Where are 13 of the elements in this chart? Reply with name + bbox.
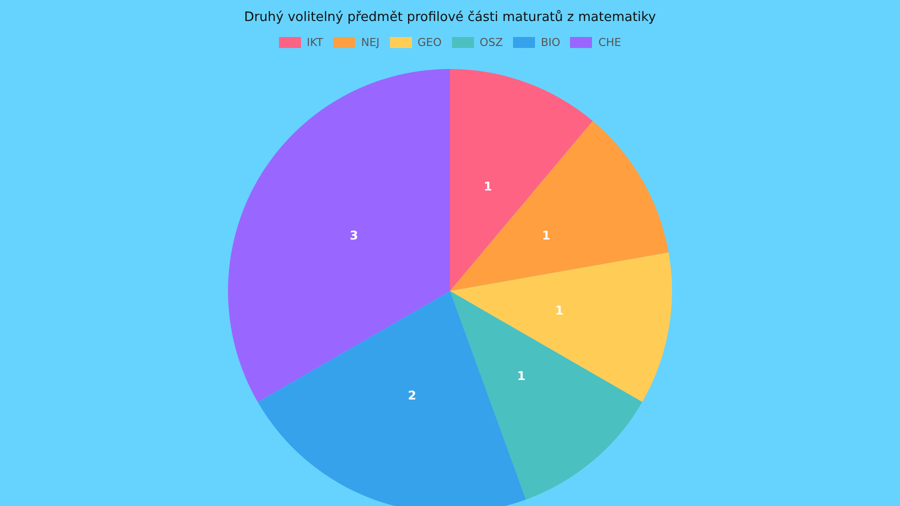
data-label: 2 — [408, 388, 416, 402]
legend-label: IKT — [306, 36, 324, 49]
legend-label: CHE — [598, 36, 622, 49]
data-label: 1 — [484, 180, 492, 194]
data-label: 3 — [350, 228, 358, 242]
legend-label: BIO — [540, 36, 560, 49]
chart-title: Druhý volitelný předmět profilové části maturatů z matematiky — [243, 10, 657, 25]
legend-label: NEJ — [361, 36, 380, 49]
legend-label: OSZ — [480, 36, 503, 49]
data-label: 1 — [517, 369, 526, 384]
data-label: 1 — [542, 228, 550, 242]
legend-label: GEO — [418, 36, 442, 49]
data-label: 1 — [555, 303, 564, 318]
